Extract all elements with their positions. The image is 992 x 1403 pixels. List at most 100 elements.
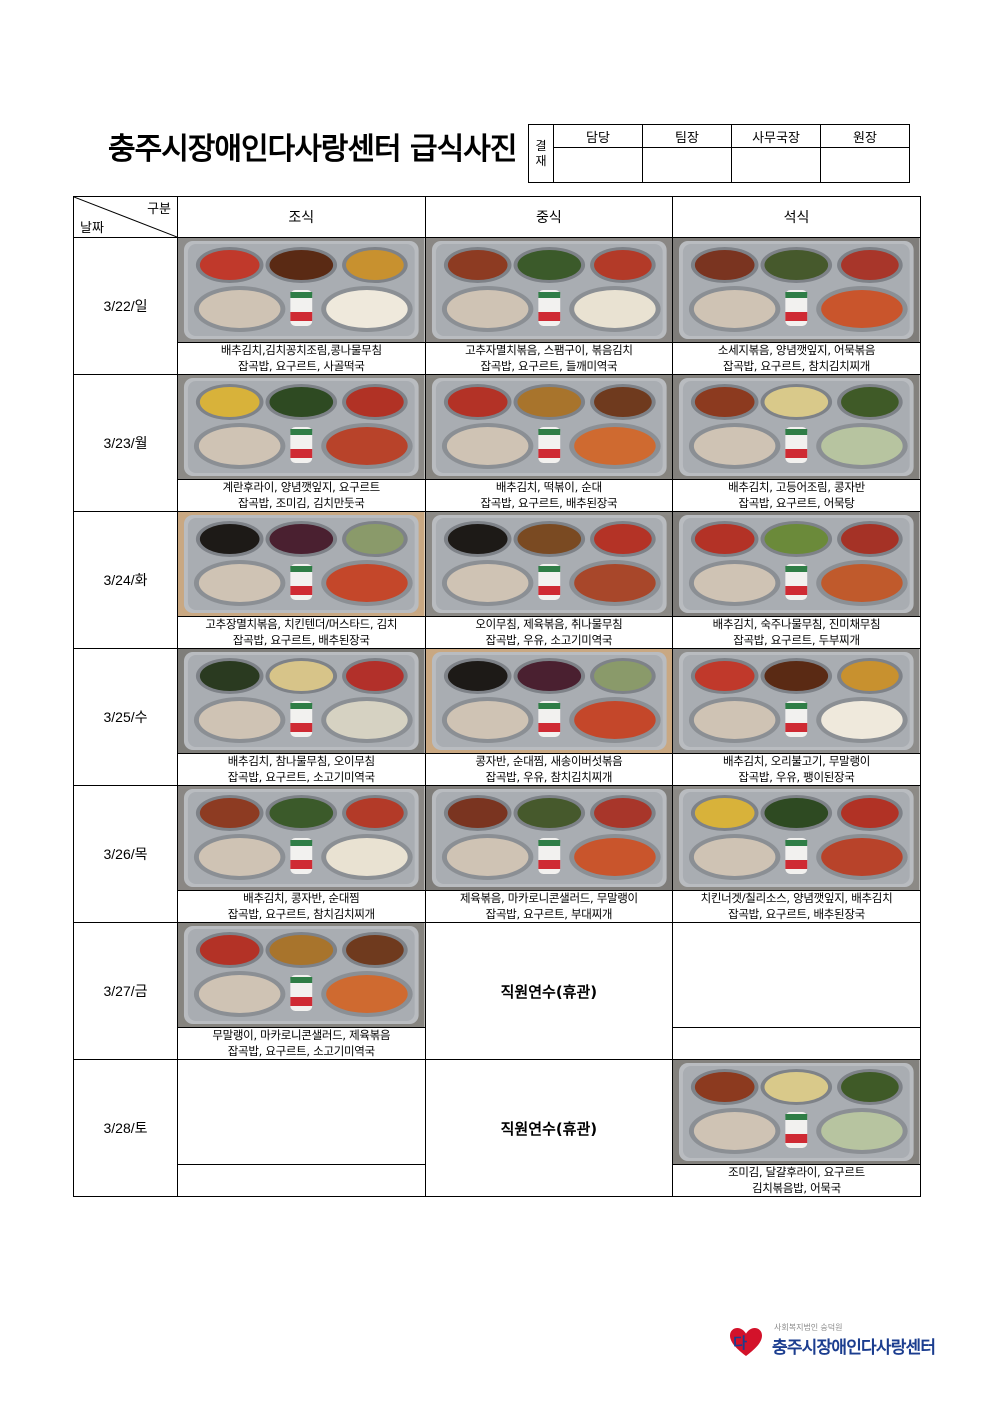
svg-text:다: 다 bbox=[733, 1334, 747, 1352]
menu-line-1: 배추김치,김치꽁치조림,콩나물무침 bbox=[220, 343, 382, 357]
date-cell-4: 3/26/목 bbox=[73, 785, 178, 924]
menu-line-1: 제육볶음, 마카로니콘샐러드, 무말랭이 bbox=[459, 891, 638, 906]
meal-tray-photo bbox=[673, 786, 920, 891]
photo-cell-dinner-0 bbox=[672, 237, 921, 343]
photo-cell-dinner-4 bbox=[672, 785, 921, 892]
photo-cell-dinner-2 bbox=[672, 511, 921, 618]
table-row-text: 조미김, 달걀후라이, 요구르트 김치볶음밥, 어묵국 bbox=[74, 1164, 921, 1198]
table-row-text: 배추김치, 콩자반, 순대찜 잡곡밥, 요구르트, 참치김치찌개 제육볶음, 마… bbox=[74, 890, 921, 924]
meal-photo-table: 구분 날짜 조식 중식 석식 3/22/일 bbox=[73, 196, 921, 1198]
meal-tray-photo bbox=[425, 512, 673, 617]
approval-col-header-damdang: 담당 bbox=[553, 124, 643, 148]
table-row-text: 무말랭이, 마카로니콘샐러드, 제육볶음 잡곡밥, 요구르트, 소고기미역국 bbox=[74, 1027, 921, 1061]
approval-label-char-1: 결 bbox=[535, 138, 547, 153]
menu-line-1: 배추김치, 떡볶이, 순대 bbox=[495, 480, 602, 495]
table-row: 3/28/토 직원연수(휴관) bbox=[73, 1059, 921, 1198]
photo-cell-lunch-4 bbox=[424, 785, 674, 892]
heart-logo-icon: 다 bbox=[730, 1328, 762, 1356]
column-header-dinner: 석식 bbox=[672, 196, 921, 238]
menu-line-2: 잡곡밥, 요구르트, 배추된장국 bbox=[232, 632, 370, 647]
meal-tray-photo bbox=[673, 1060, 920, 1165]
approval-col-header-teamjang: 팀장 bbox=[642, 124, 732, 148]
table-row: 3/22/일 bbox=[73, 236, 921, 376]
menu-line-1: 배추김치, 참나물무침, 오이무침 bbox=[227, 754, 375, 769]
date-cell-2: 3/24/화 bbox=[73, 511, 178, 650]
menu-text-dinner-0: 소세지볶음, 양념깻잎지, 어묵볶음 잡곡밥, 요구르트, 참치김치찌개 bbox=[672, 341, 921, 376]
empty-photo-cell-breakfast-6 bbox=[177, 1059, 426, 1166]
page-title: 충주시장애인다사랑센터 급식사진 bbox=[108, 132, 517, 167]
menu-text-breakfast-2: 고추장멸치볶음, 치킨텐더/머스타드, 김치 잡곡밥, 요구르트, 배추된장국 bbox=[177, 616, 426, 650]
meal-tray-photo bbox=[673, 649, 920, 754]
date-cell-3: 3/25/수 bbox=[73, 648, 178, 787]
approval-col-header-samugukjang: 사무국장 bbox=[731, 124, 821, 148]
menu-line-2: 잡곡밥, 우유, 소고기미역국 bbox=[485, 632, 613, 647]
menu-line-1: 치킨너겟/칠리소스, 양념깻잎지, 배추김치 bbox=[700, 891, 893, 906]
menu-line-2: 잡곡밥, 요구르트, 사골떡국 bbox=[238, 358, 365, 373]
approval-signature-teamjang[interactable] bbox=[642, 147, 732, 183]
corner-label-date: 날짜 bbox=[80, 220, 104, 235]
menu-line-1: 고추장멸치볶음, 치킨텐더/머스타드, 김치 bbox=[205, 617, 398, 632]
menu-line-2: 김치볶음밥, 어묵국 bbox=[752, 1180, 841, 1195]
empty-text-cell-dinner-5 bbox=[672, 1027, 921, 1061]
photo-cell-breakfast-5 bbox=[177, 922, 426, 1029]
meal-tray-photo bbox=[673, 512, 920, 617]
approval-signature-samugukjang[interactable] bbox=[731, 147, 821, 183]
approval-label: 결 재 bbox=[528, 124, 554, 183]
photo-cell-breakfast-4 bbox=[177, 785, 426, 892]
photo-cell-breakfast-3 bbox=[177, 648, 426, 755]
menu-text-breakfast-5: 무말랭이, 마카로니콘샐러드, 제육볶음 잡곡밥, 요구르트, 소고기미역국 bbox=[177, 1027, 426, 1061]
photo-cell-dinner-6 bbox=[672, 1059, 921, 1166]
logo-subtitle: 사회복지법인 숭덕원 bbox=[774, 1323, 843, 1332]
meal-tray-photo bbox=[425, 649, 673, 754]
approval-signature-wonjang[interactable] bbox=[820, 147, 910, 183]
date-cell-6: 3/28/토 bbox=[73, 1059, 178, 1198]
menu-text-lunch-2: 오이무침, 제육볶음, 취나물무침 잡곡밥, 우유, 소고기미역국 bbox=[424, 616, 674, 650]
photo-cell-breakfast-0 bbox=[177, 237, 426, 343]
menu-line-2: 잡곡밥, 조미김, 김치만둣국 bbox=[238, 495, 365, 510]
menu-text-lunch-4: 제육볶음, 마카로니콘샐러드, 무말랭이 잡곡밥, 요구르트, 부대찌개 bbox=[424, 890, 674, 924]
photo-cell-breakfast-1 bbox=[177, 374, 426, 481]
meal-tray-photo bbox=[178, 923, 425, 1028]
table-row-text: 계란후라이, 양념깻잎지, 요구르트 잡곡밥, 조미김, 김치만둣국 배추김치,… bbox=[74, 479, 921, 513]
menu-text-lunch-0: 고추자멸치볶음, 스팸구이, 볶음김치 잡곡밥, 요구르트, 들깨미역국 bbox=[424, 341, 674, 376]
column-header-lunch: 중식 bbox=[424, 196, 674, 238]
meal-tray-photo bbox=[673, 375, 920, 480]
closed-notice-lunch-6: 직원연수(휴관) bbox=[424, 1059, 674, 1198]
menu-line-2: 잡곡밥, 요구르트, 참치김치찌개 bbox=[722, 358, 871, 373]
menu-line-1: 무말랭이, 마카로니콘샐러드, 제육볶음 bbox=[212, 1028, 391, 1043]
table-row: 3/27/금 직원연수(휴관) bbox=[73, 922, 921, 1061]
meal-tray-photo bbox=[178, 512, 425, 617]
table-row: 3/26/목 bbox=[73, 785, 921, 924]
menu-line-2: 잡곡밥, 요구르트, 소고기미역국 bbox=[227, 1043, 375, 1058]
menu-text-dinner-1: 배추김치, 고등어조림, 콩자반 잡곡밥, 요구르트, 어묵탕 bbox=[672, 479, 921, 513]
menu-line-2: 잡곡밥, 우유, 팽이된장국 bbox=[738, 769, 855, 784]
menu-line-1: 배추김치, 콩자반, 순대찜 bbox=[243, 891, 360, 906]
menu-line-1: 콩자반, 순대찜, 새송이버섯볶음 bbox=[475, 754, 623, 769]
menu-line-1: 소세지볶음, 양념깻잎지, 어묵볶음 bbox=[717, 343, 876, 357]
table-row: 3/25/수 bbox=[73, 648, 921, 787]
approval-signature-damdang[interactable] bbox=[553, 147, 643, 183]
menu-line-1: 배추김치, 숙주나물무침, 진미채무침 bbox=[712, 617, 881, 632]
menu-text-dinner-2: 배추김치, 숙주나물무침, 진미채무침 잡곡밥, 요구르트, 두부찌개 bbox=[672, 616, 921, 650]
menu-line-2: 잡곡밥, 요구르트, 참치김치찌개 bbox=[227, 906, 375, 921]
column-header-breakfast: 조식 bbox=[177, 196, 426, 238]
table-row-text: 고추장멸치볶음, 치킨텐더/머스타드, 김치 잡곡밥, 요구르트, 배추된장국 … bbox=[74, 616, 921, 650]
meal-tray-photo bbox=[178, 649, 425, 754]
menu-text-dinner-6: 조미김, 달걀후라이, 요구르트 김치볶음밥, 어묵국 bbox=[672, 1164, 921, 1198]
menu-line-2: 잡곡밥, 요구르트, 두부찌개 bbox=[733, 632, 860, 647]
corner-label-category: 구분 bbox=[147, 201, 171, 216]
menu-line-2: 잡곡밥, 요구르트, 배추된장국 bbox=[728, 906, 865, 921]
photo-cell-lunch-1 bbox=[424, 374, 674, 481]
closed-notice-lunch-5: 직원연수(휴관) bbox=[424, 922, 674, 1061]
meal-tray-photo bbox=[425, 786, 673, 891]
table-header-row: 구분 날짜 조식 중식 석식 bbox=[73, 196, 921, 238]
meal-tray-photo bbox=[178, 786, 425, 891]
menu-line-2: 잡곡밥, 요구르트, 소고기미역국 bbox=[227, 769, 375, 784]
meal-tray-photo bbox=[178, 375, 425, 480]
photo-cell-lunch-0 bbox=[424, 237, 674, 343]
meal-tray-photo bbox=[425, 375, 673, 480]
menu-text-lunch-3: 콩자반, 순대찜, 새송이버섯볶음 잡곡밥, 우유, 참치김치찌개 bbox=[424, 753, 674, 787]
diagonal-divider-icon bbox=[74, 197, 177, 237]
menu-line-1: 계란후라이, 양념깻잎지, 요구르트 bbox=[222, 480, 381, 495]
photo-cell-lunch-3 bbox=[424, 648, 674, 755]
